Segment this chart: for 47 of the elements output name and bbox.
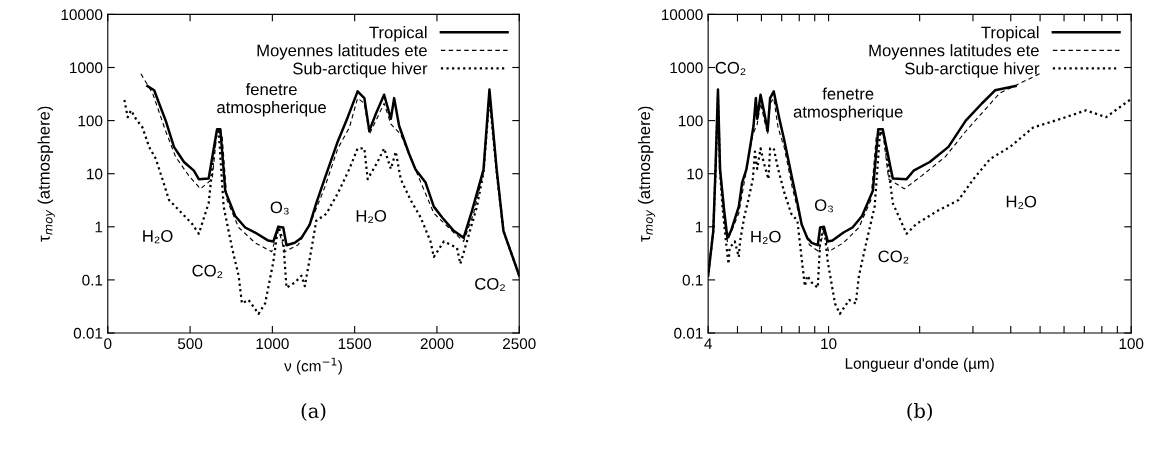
y-tick-label: 10 (687, 168, 703, 180)
annotation: fenetre atmospherique (217, 83, 326, 117)
y-axis-title: τ$_{moy}$ (atmosphere) (637, 106, 656, 242)
x-tick-label: 10 (821, 338, 837, 350)
y-tick-label: 1000 (670, 62, 703, 74)
annotation: CO₂ (878, 250, 909, 264)
y-tick-label: 10 (87, 168, 103, 180)
y-tick-label: 10000 (61, 9, 103, 21)
x-axis-title: ν (cm$^{−1}$) (284, 357, 342, 375)
legend-label: Sub-arctique hiver (905, 62, 1040, 78)
legend-label: Moyennes latitudes ete (257, 44, 427, 60)
y-axis-title: τ$_{moy}$ (atmosphere) (37, 106, 55, 242)
legend-label: Moyennes latitudes ete (869, 44, 1039, 60)
legend-label: Sub-arctique hiver (293, 62, 428, 78)
y-tick-label: 100 (678, 115, 703, 127)
x-tick-label: 4 (704, 338, 712, 349)
annotation: H₂O (143, 230, 173, 244)
x-tick-label: 1000 (256, 338, 289, 350)
legend-label: Tropical (981, 26, 1039, 42)
text: (a) (301, 403, 326, 421)
y-tick-label: 1 (95, 221, 103, 233)
annotation: H₂O (356, 210, 387, 224)
y-tick-label: 1000 (70, 62, 103, 74)
x-axis-title: Longueur d'onde (µm) (845, 357, 994, 372)
x-tick-label: 1500 (338, 338, 372, 350)
y-tick-label: 0.1 (82, 274, 103, 286)
annotation: H₂O (1006, 195, 1037, 209)
y-tick-label: 100 (78, 115, 103, 127)
y-tick-label: 0.01 (73, 327, 103, 339)
annotation: CO₂ (715, 61, 746, 75)
y-tick-label: 0.01 (674, 327, 703, 339)
annotation: O₃ (814, 199, 833, 213)
y-tick-label: 1 (695, 221, 703, 233)
x-tick-label: 0 (104, 338, 112, 350)
x-tick-label: 2000 (420, 338, 454, 350)
legend-label: Tropical (369, 26, 427, 42)
annotation: fenetre atmospherique (793, 87, 903, 121)
x-tick-label: 2500 (503, 338, 536, 350)
annotation: CO₂ (192, 264, 223, 278)
x-tick-label: 100 (1119, 338, 1144, 350)
y-tick-label: 0.1 (682, 274, 703, 286)
text: (b) (907, 403, 932, 421)
y-tick-label: 10000 (661, 9, 703, 21)
annotation: CO₂ (475, 277, 505, 291)
x-tick-label: 500 (177, 338, 203, 350)
annotation: O₃ (270, 201, 289, 215)
annotation: H₂O (751, 230, 781, 244)
